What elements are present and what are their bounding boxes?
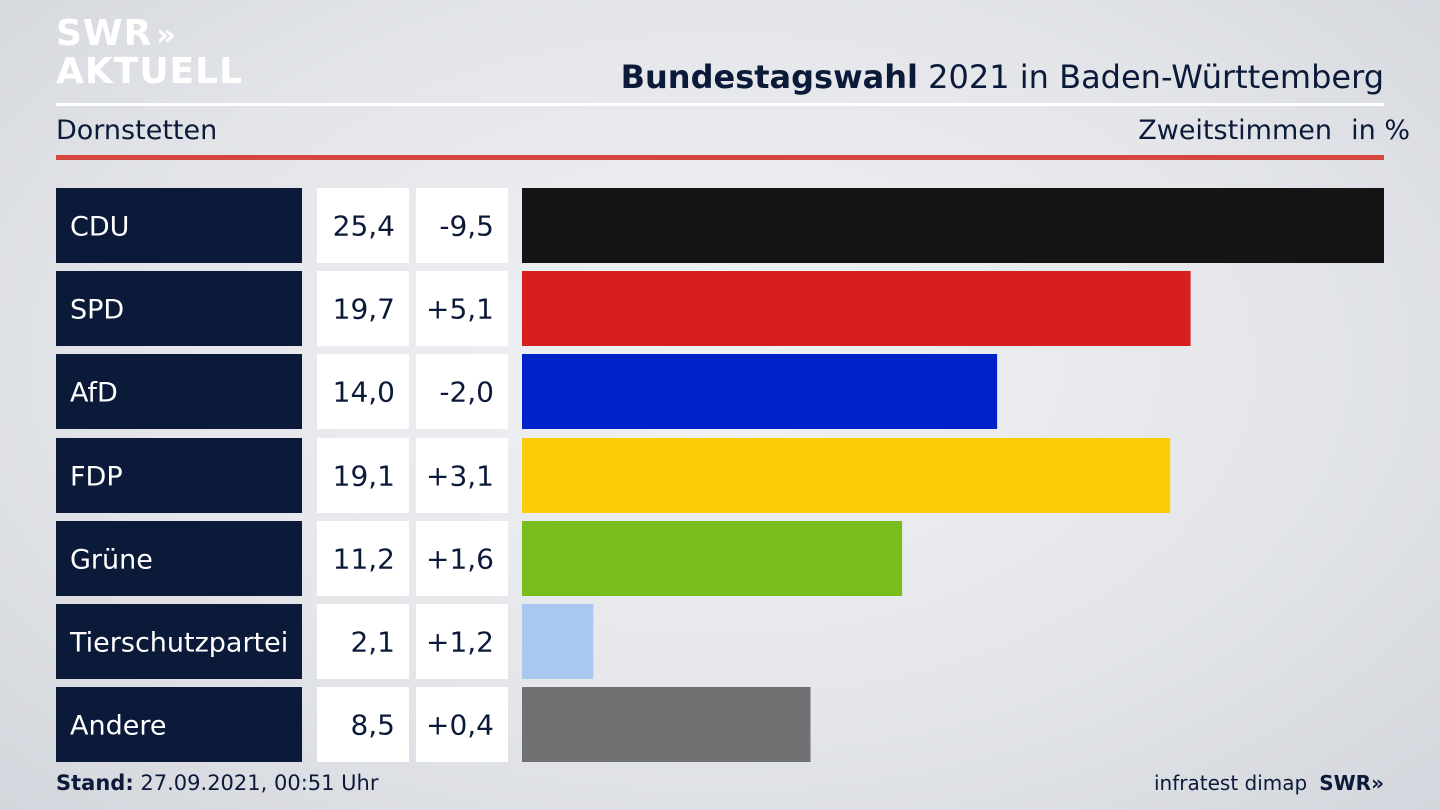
value-cell — [317, 687, 409, 762]
bar — [522, 521, 903, 596]
party-label-box — [56, 521, 302, 596]
timestamp-value: 27.09.2021, 00:51 Uhr — [133, 771, 379, 795]
value-cell — [317, 354, 409, 429]
value-label: 19,1 — [333, 460, 395, 493]
party-label-box — [56, 188, 302, 263]
bar — [522, 604, 594, 679]
change-label: +5,1 — [426, 293, 494, 326]
party-label: CDU — [70, 212, 129, 243]
value-cell — [317, 521, 409, 596]
change-label: +1,6 — [426, 543, 494, 576]
header-divider — [56, 103, 1384, 106]
change-label: +0,4 — [426, 709, 494, 742]
bar — [522, 188, 1384, 263]
party-label-box — [56, 438, 302, 513]
party-label: AfD — [70, 378, 118, 409]
party-label: SPD — [70, 295, 124, 326]
party-label-box — [56, 271, 302, 346]
change-label: +3,1 — [426, 460, 494, 493]
value-label: 14,0 — [333, 376, 395, 409]
bar — [522, 438, 1171, 513]
source-name: infratest dimap — [1154, 771, 1308, 795]
party-label: FDP — [70, 462, 123, 493]
change-cell — [416, 687, 508, 762]
change-cell — [416, 521, 508, 596]
party-label: Tierschutzpartei — [69, 628, 288, 659]
value-label: 19,7 — [333, 293, 395, 326]
change-label: -9,5 — [439, 210, 494, 243]
bar — [522, 354, 998, 429]
value-cell — [317, 438, 409, 513]
value-label: 8,5 — [350, 709, 395, 742]
change-cell — [416, 438, 508, 513]
place-name: Dornstetten — [56, 115, 218, 146]
value-label: 25,4 — [333, 210, 395, 243]
change-cell — [416, 188, 508, 263]
swr-aktuell-logo: SWR» AKTUELL — [56, 16, 243, 90]
logo-swr-text: SWR — [56, 13, 153, 54]
change-cell — [416, 354, 508, 429]
change-cell — [416, 271, 508, 346]
party-label: Andere — [70, 711, 166, 742]
change-label: -2,0 — [439, 376, 494, 409]
metric-label: Zweitstimmen — [1138, 115, 1332, 146]
value-cell — [317, 604, 409, 679]
timestamp: Stand: 27.09.2021, 00:51 Uhr — [56, 771, 379, 795]
bar — [522, 271, 1191, 346]
logo-aktuell-text: AKTUELL — [56, 51, 244, 92]
bar — [522, 687, 811, 762]
party-label-box — [56, 354, 302, 429]
value-label: 11,2 — [333, 543, 395, 576]
footer-swr-logo: SWR» — [1319, 771, 1384, 795]
party-label-box — [56, 604, 302, 679]
chart-title: Bundestagswahl 2021 in Baden-Württemberg — [621, 58, 1384, 96]
change-label: +1,2 — [426, 626, 494, 659]
chart-title-rest: 2021 in Baden-Württemberg — [917, 58, 1384, 96]
change-cell — [416, 604, 508, 679]
party-label-box — [56, 687, 302, 762]
timestamp-label: Stand: — [56, 771, 134, 795]
value-cell — [317, 188, 409, 263]
header-accent-rule — [56, 155, 1384, 160]
value-label: 2,1 — [350, 626, 395, 659]
chart-title-bold: Bundestagswahl — [620, 58, 918, 96]
party-label: Grüne — [70, 545, 153, 576]
source-credit: infratest dimap SWR» — [1154, 771, 1384, 795]
value-cell — [317, 271, 409, 346]
unit-label: in % — [1351, 115, 1410, 146]
